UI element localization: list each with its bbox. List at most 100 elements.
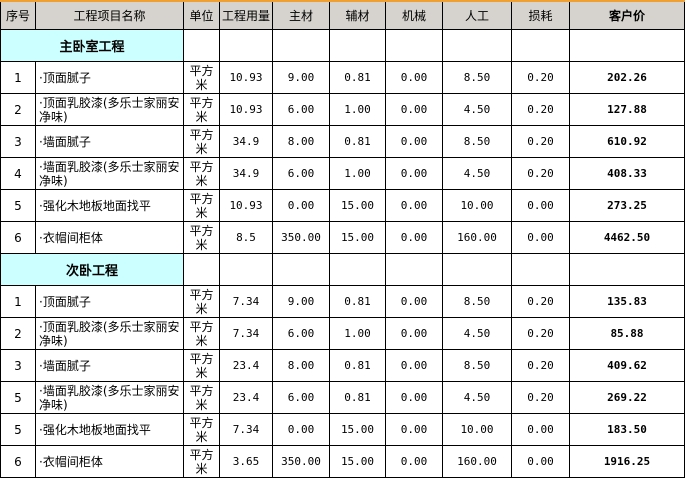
cell-loss[interactable]: 0.20 [511, 157, 570, 190]
cell-loss[interactable]: 0.00 [511, 221, 570, 254]
cell-labor[interactable]: 8.50 [442, 125, 512, 158]
cell-price[interactable]: 202.26 [569, 61, 685, 94]
cell-qty[interactable]: 10.93 [219, 61, 273, 94]
cell-loss[interactable]: 0.20 [511, 349, 570, 382]
cell-mech[interactable]: 0.00 [385, 125, 443, 158]
cell-unit[interactable]: 平方米 [183, 93, 220, 126]
cell-labor[interactable]: 4.50 [442, 381, 512, 414]
cell-loss[interactable]: 0.00 [511, 189, 570, 222]
empty-cell[interactable] [569, 253, 685, 286]
cell-main[interactable]: 0.00 [272, 189, 330, 222]
cell-mech[interactable]: 0.00 [385, 221, 443, 254]
cell-name[interactable]: ·顶面乳胶漆(多乐士家丽安净味) [35, 317, 184, 350]
cell-no[interactable]: 2 [0, 93, 36, 126]
cell-price[interactable]: 273.25 [569, 189, 685, 222]
header-aux[interactable]: 辅材 [329, 0, 386, 30]
cell-no[interactable]: 1 [0, 61, 36, 94]
empty-cell[interactable] [219, 253, 273, 286]
cell-no[interactable]: 5 [0, 413, 36, 446]
cell-mech[interactable]: 0.00 [385, 317, 443, 350]
cell-unit[interactable]: 平方米 [183, 221, 220, 254]
cell-name[interactable]: ·顶面腻子 [35, 61, 184, 94]
cell-name[interactable]: ·墙面乳胶漆(多乐士家丽安净味) [35, 157, 184, 190]
cell-unit[interactable]: 平方米 [183, 381, 220, 414]
cell-price[interactable]: 269.22 [569, 381, 685, 414]
cell-no[interactable]: 6 [0, 445, 36, 478]
header-unit[interactable]: 单位 [183, 0, 220, 30]
cell-main[interactable]: 350.00 [272, 445, 330, 478]
cell-main[interactable]: 9.00 [272, 61, 330, 94]
cell-price[interactable]: 183.50 [569, 413, 685, 446]
cell-no[interactable]: 3 [0, 125, 36, 158]
cell-labor[interactable]: 10.00 [442, 189, 512, 222]
cell-no[interactable]: 5 [0, 381, 36, 414]
cell-loss[interactable]: 0.20 [511, 125, 570, 158]
header-mech[interactable]: 机械 [385, 0, 443, 30]
cell-main[interactable]: 9.00 [272, 285, 330, 318]
cell-aux[interactable]: 0.81 [329, 61, 386, 94]
header-labor[interactable]: 人工 [442, 0, 512, 30]
cell-unit[interactable]: 平方米 [183, 157, 220, 190]
cell-unit[interactable]: 平方米 [183, 445, 220, 478]
cell-aux[interactable]: 0.81 [329, 349, 386, 382]
cell-mech[interactable]: 0.00 [385, 349, 443, 382]
header-loss[interactable]: 损耗 [511, 0, 570, 30]
cell-qty[interactable]: 34.9 [219, 125, 273, 158]
cell-aux[interactable]: 15.00 [329, 221, 386, 254]
cell-name[interactable]: ·衣帽间柜体 [35, 445, 184, 478]
header-name[interactable]: 工程项目名称 [35, 0, 184, 30]
cell-unit[interactable]: 平方米 [183, 285, 220, 318]
cell-main[interactable]: 6.00 [272, 157, 330, 190]
cell-aux[interactable]: 15.00 [329, 189, 386, 222]
cell-mech[interactable]: 0.00 [385, 93, 443, 126]
cell-price[interactable]: 408.33 [569, 157, 685, 190]
cell-loss[interactable]: 0.20 [511, 61, 570, 94]
empty-cell[interactable] [219, 29, 273, 62]
cell-no[interactable]: 3 [0, 349, 36, 382]
empty-cell[interactable] [272, 29, 330, 62]
cell-loss[interactable]: 0.20 [511, 285, 570, 318]
cell-qty[interactable]: 23.4 [219, 349, 273, 382]
header-main[interactable]: 主材 [272, 0, 330, 30]
section-title[interactable]: 主卧室工程 [0, 29, 184, 62]
empty-cell[interactable] [183, 253, 220, 286]
cell-mech[interactable]: 0.00 [385, 413, 443, 446]
cell-qty[interactable]: 10.93 [219, 189, 273, 222]
cell-qty[interactable]: 3.65 [219, 445, 273, 478]
cell-mech[interactable]: 0.00 [385, 157, 443, 190]
cell-name[interactable]: ·顶面腻子 [35, 285, 184, 318]
empty-cell[interactable] [329, 29, 386, 62]
empty-cell[interactable] [183, 29, 220, 62]
cell-name[interactable]: ·墙面乳胶漆(多乐士家丽安净味) [35, 381, 184, 414]
empty-cell[interactable] [329, 253, 386, 286]
cell-unit[interactable]: 平方米 [183, 317, 220, 350]
cell-aux[interactable]: 15.00 [329, 413, 386, 446]
cell-qty[interactable]: 23.4 [219, 381, 273, 414]
cell-price[interactable]: 610.92 [569, 125, 685, 158]
section-title[interactable]: 次卧工程 [0, 253, 184, 286]
cell-aux[interactable]: 15.00 [329, 445, 386, 478]
cell-price[interactable]: 135.83 [569, 285, 685, 318]
cell-labor[interactable]: 10.00 [442, 413, 512, 446]
cell-labor[interactable]: 8.50 [442, 61, 512, 94]
cell-unit[interactable]: 平方米 [183, 125, 220, 158]
cell-labor[interactable]: 160.00 [442, 221, 512, 254]
cell-qty[interactable]: 7.34 [219, 413, 273, 446]
cell-price[interactable]: 127.88 [569, 93, 685, 126]
cell-no[interactable]: 4 [0, 157, 36, 190]
cell-aux[interactable]: 0.81 [329, 381, 386, 414]
header-price[interactable]: 客户价 [569, 0, 685, 30]
cell-no[interactable]: 6 [0, 221, 36, 254]
cell-labor[interactable]: 160.00 [442, 445, 512, 478]
cell-name[interactable]: ·强化木地板地面找平 [35, 413, 184, 446]
cell-no[interactable]: 2 [0, 317, 36, 350]
header-qty[interactable]: 工程用量 [219, 0, 273, 30]
empty-cell[interactable] [385, 253, 443, 286]
cell-aux[interactable]: 0.81 [329, 285, 386, 318]
cell-mech[interactable]: 0.00 [385, 189, 443, 222]
cell-loss[interactable]: 0.00 [511, 413, 570, 446]
cell-qty[interactable]: 7.34 [219, 317, 273, 350]
cell-main[interactable]: 6.00 [272, 93, 330, 126]
cell-qty[interactable]: 34.9 [219, 157, 273, 190]
cell-name[interactable]: ·墙面腻子 [35, 349, 184, 382]
